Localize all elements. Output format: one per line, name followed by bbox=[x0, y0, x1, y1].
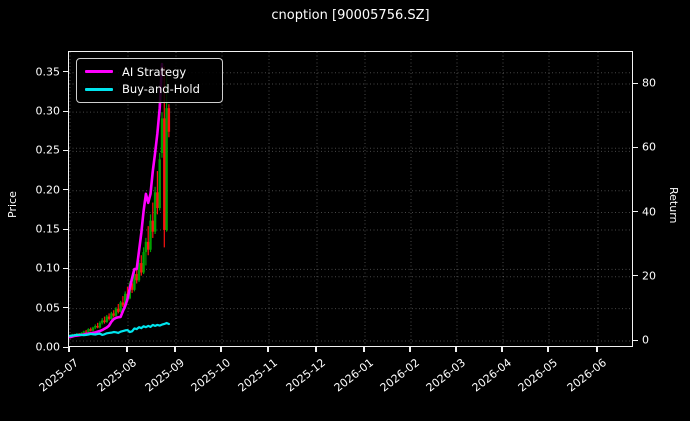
ai-strategy-line-swatch bbox=[85, 70, 113, 74]
x-tick-label: 2026-02 bbox=[377, 356, 423, 395]
right-tick-label: 80 bbox=[642, 76, 656, 90]
chart-title: cnoption [90005756.SZ] bbox=[271, 8, 430, 23]
buy-and-hold-line-swatch bbox=[85, 87, 113, 91]
left-tick bbox=[63, 228, 68, 230]
legend-entry-ai-strategy: AI Strategy bbox=[85, 63, 214, 81]
plot-canvas bbox=[69, 52, 632, 346]
right-tick-label: 40 bbox=[642, 205, 656, 218]
x-tick bbox=[126, 347, 128, 352]
left-tick-label: 0.00 bbox=[35, 340, 61, 354]
left-tick-label: 0.20 bbox=[35, 183, 61, 197]
left-tick bbox=[63, 267, 68, 270]
x-tick-label: 2026-05 bbox=[515, 356, 561, 395]
right-tick-label: 0 bbox=[642, 333, 649, 347]
left-tick-label: 0.35 bbox=[35, 65, 61, 79]
x-tick bbox=[455, 347, 457, 352]
x-tick-label: 2025-12 bbox=[283, 356, 329, 395]
left-tick bbox=[63, 346, 68, 348]
ai-strategy-line bbox=[69, 62, 164, 339]
left-tick-label: 0.25 bbox=[35, 143, 61, 157]
right-tick-label: 60 bbox=[642, 140, 656, 154]
right-tick bbox=[633, 211, 638, 213]
legend-entry-buy-and-hold: Buy-and-Hold bbox=[85, 81, 214, 99]
left-tick bbox=[63, 307, 68, 309]
legend: AI Strategy Buy-and-Hold bbox=[76, 58, 223, 103]
left-tick bbox=[63, 149, 68, 152]
x-tick-label: 2025-08 bbox=[94, 356, 140, 395]
x-tick-label: 2025-10 bbox=[188, 356, 234, 395]
left-axis-label: Price bbox=[6, 191, 19, 219]
right-tick bbox=[633, 275, 638, 277]
x-tick-label: 2025-09 bbox=[142, 356, 188, 395]
x-tick bbox=[547, 347, 549, 352]
legend-label: Buy-and-Hold bbox=[122, 82, 200, 97]
x-tick-label: 2025-07 bbox=[36, 356, 82, 395]
right-tick bbox=[633, 82, 638, 84]
left-tick bbox=[63, 110, 68, 112]
left-tick bbox=[63, 189, 68, 191]
left-tick-label: 0.10 bbox=[35, 261, 61, 275]
right-tick bbox=[633, 339, 638, 341]
left-tick-label: 0.05 bbox=[35, 301, 61, 315]
grid-lines bbox=[69, 52, 632, 346]
x-tick bbox=[267, 347, 269, 352]
x-tick bbox=[409, 347, 411, 352]
legend-label: AI Strategy bbox=[122, 64, 187, 79]
x-tick bbox=[501, 347, 503, 352]
x-tick-label: 2026-04 bbox=[469, 356, 515, 395]
candlestick-series bbox=[69, 66, 171, 337]
left-tick bbox=[63, 71, 68, 73]
x-tick bbox=[596, 347, 598, 352]
left-tick-label: 0.30 bbox=[35, 104, 61, 118]
x-tick bbox=[363, 347, 365, 352]
x-tick-label: 2026-03 bbox=[423, 356, 469, 395]
left-tick-label: 0.15 bbox=[35, 222, 61, 236]
x-tick-label: 2026-06 bbox=[564, 356, 610, 395]
buy-and-hold-line bbox=[69, 321, 171, 337]
x-tick-label: 2026-01 bbox=[331, 356, 377, 395]
x-tick bbox=[174, 347, 176, 352]
x-tick bbox=[315, 347, 317, 352]
x-tick-label: 2025-11 bbox=[235, 356, 281, 395]
right-tick-label: 20 bbox=[642, 269, 656, 283]
right-tick bbox=[633, 146, 638, 148]
right-axis-label: Return bbox=[667, 186, 680, 224]
x-tick bbox=[220, 347, 222, 352]
x-tick bbox=[68, 347, 70, 352]
